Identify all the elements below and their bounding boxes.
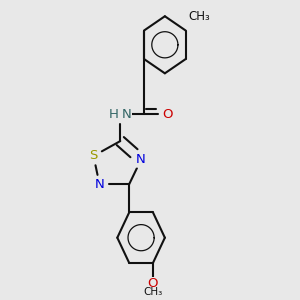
Text: N: N bbox=[136, 153, 146, 166]
Text: CH₃: CH₃ bbox=[143, 287, 163, 297]
Text: H: H bbox=[109, 108, 119, 121]
Text: N: N bbox=[94, 178, 104, 191]
Text: N: N bbox=[122, 108, 131, 121]
Text: O: O bbox=[148, 277, 158, 290]
Text: O: O bbox=[163, 108, 173, 121]
Text: S: S bbox=[89, 149, 98, 162]
Text: CH₃: CH₃ bbox=[188, 10, 210, 23]
